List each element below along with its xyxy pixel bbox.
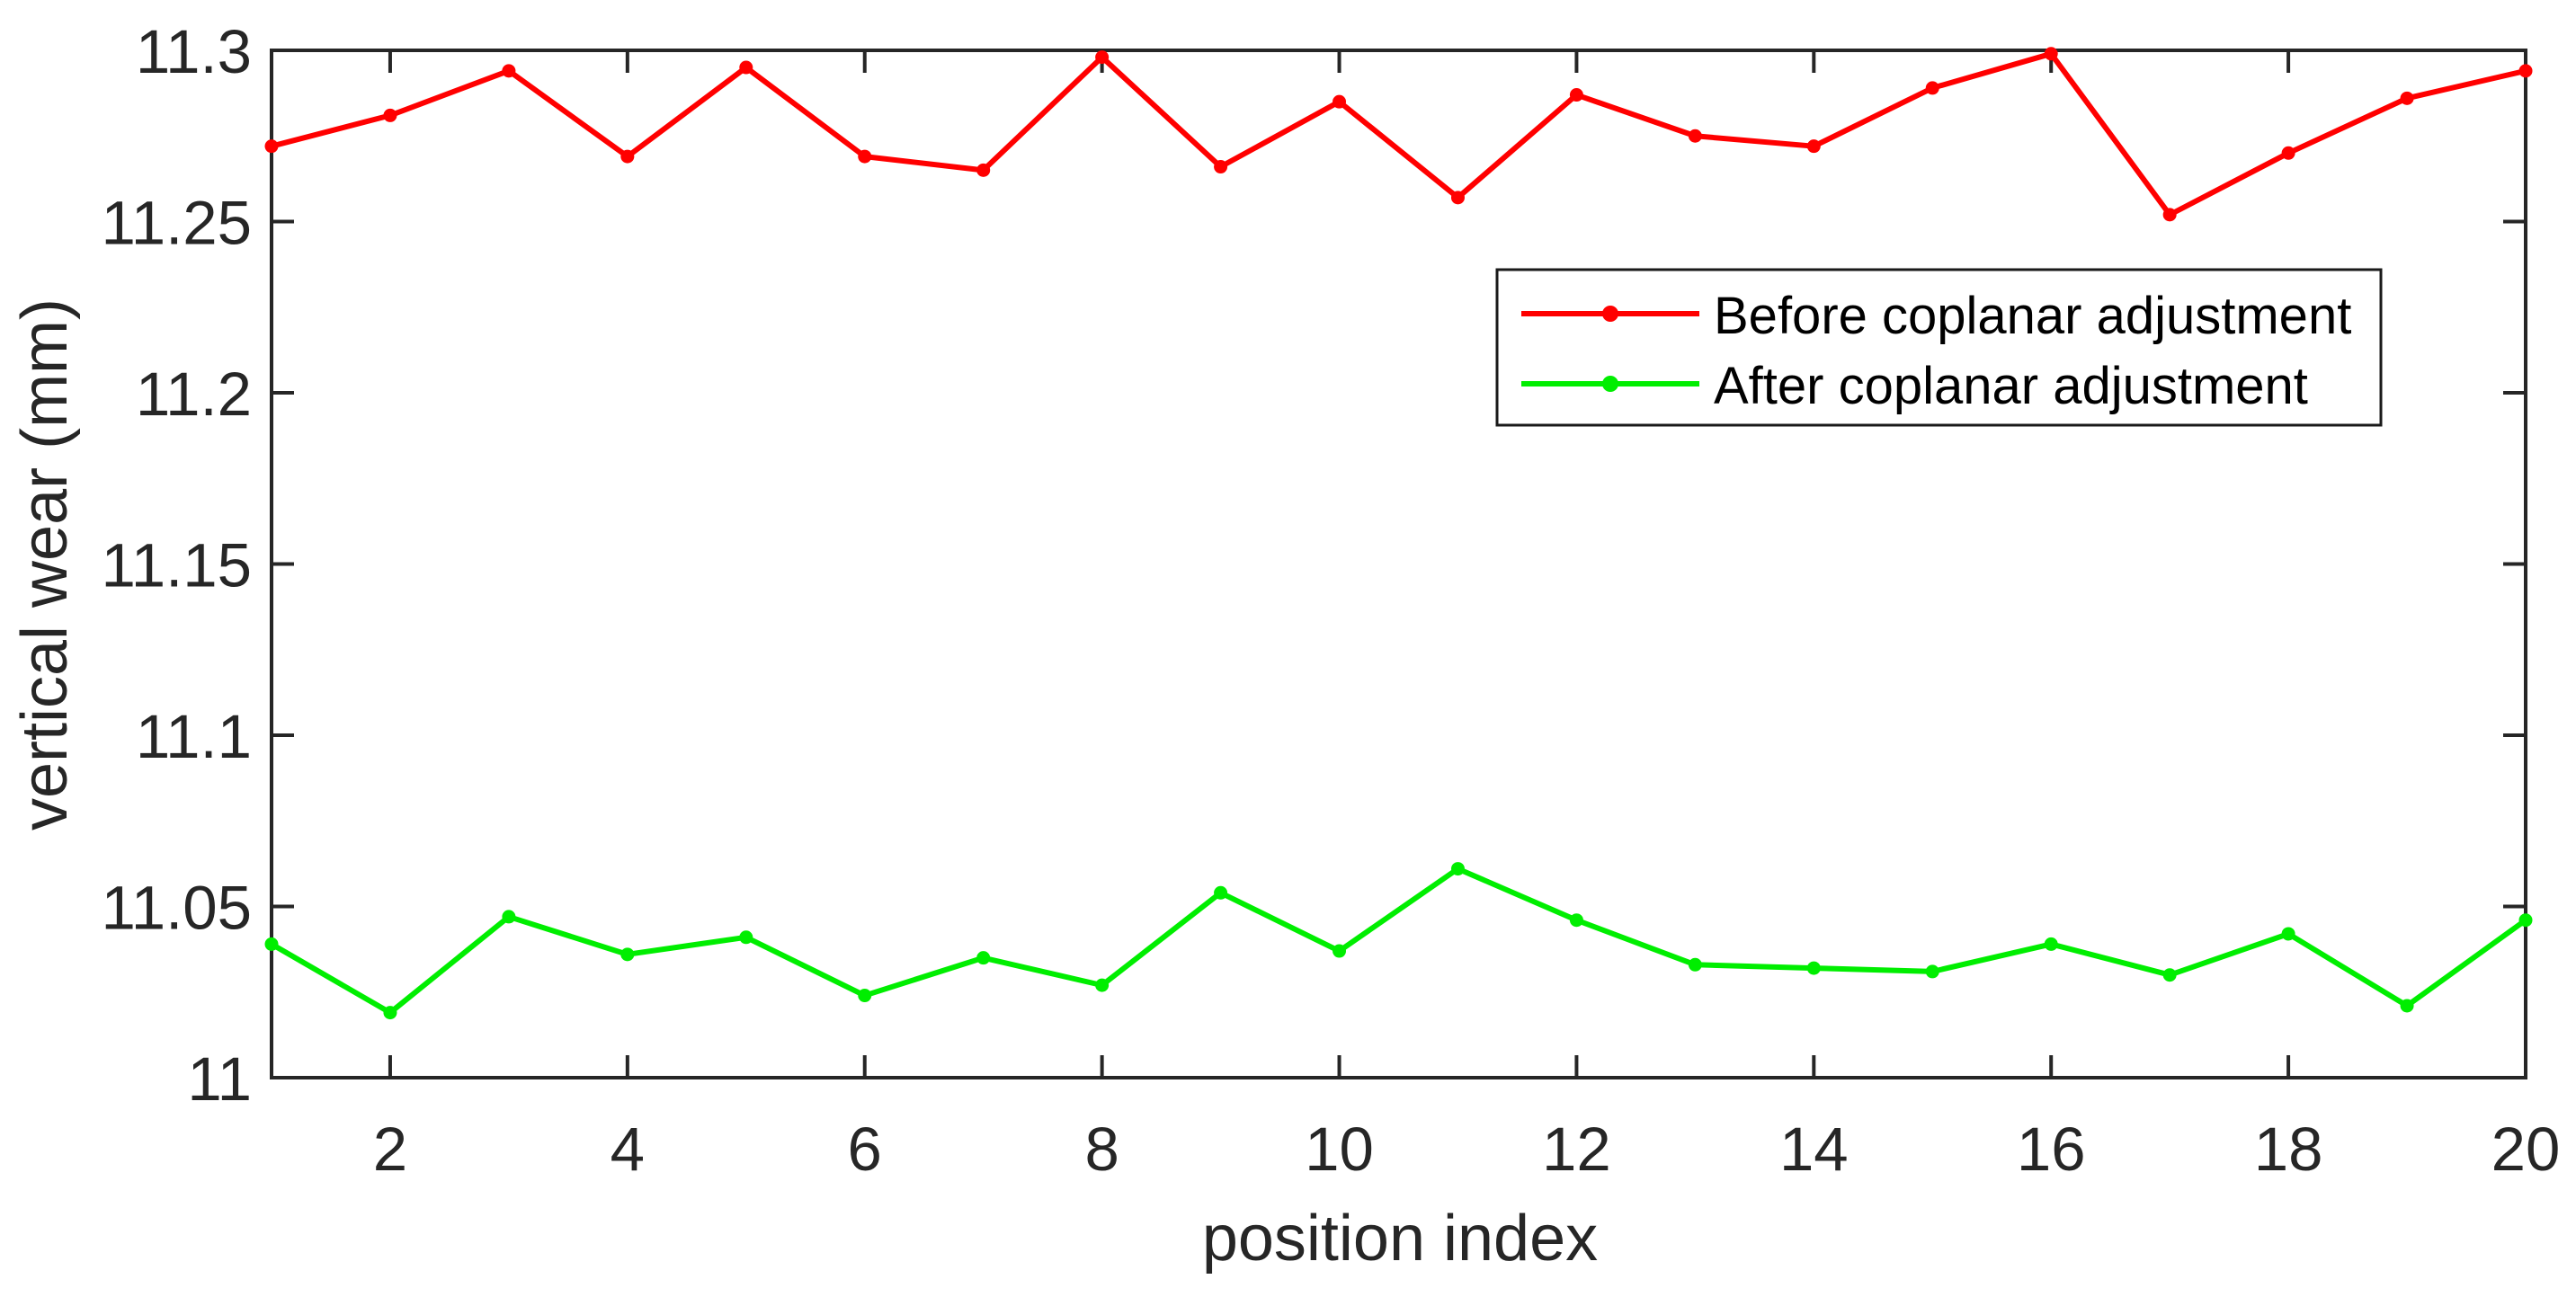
legend-sample-marker-after xyxy=(1602,376,1618,392)
data-point-s1-x14 xyxy=(1806,961,1821,975)
y-tick-label: 11.05 xyxy=(101,874,252,943)
data-point-s1-x1 xyxy=(264,937,279,951)
y-tick-label: 11.2 xyxy=(136,360,252,429)
data-point-s1-x10 xyxy=(1333,944,1347,958)
data-point-s1-x15 xyxy=(1925,964,1939,979)
data-point-s0-x4 xyxy=(620,149,635,164)
data-point-s0-x15 xyxy=(1925,81,1939,95)
series-line-0 xyxy=(269,50,2528,218)
data-point-s0-x9 xyxy=(1214,160,1228,174)
legend-sample-marker-before xyxy=(1602,306,1618,322)
data-point-s0-x6 xyxy=(858,149,872,164)
y-tick-label: 11 xyxy=(187,1044,252,1114)
y-tick-label: 11.25 xyxy=(101,189,252,258)
legend: Before coplanar adjustment After coplana… xyxy=(1495,268,2383,427)
data-point-s0-x20 xyxy=(2518,64,2533,78)
y-axis-label: vertical wear (mm) xyxy=(9,298,81,831)
x-tick-label: 16 xyxy=(2017,1115,2086,1184)
x-tick-label: 2 xyxy=(373,1115,407,1184)
data-point-s0-x14 xyxy=(1806,139,1821,154)
y-tick-label: 11.15 xyxy=(101,531,252,600)
data-point-s0-x18 xyxy=(2281,146,2295,160)
series-group xyxy=(264,47,2533,1020)
series-line-1 xyxy=(269,866,2528,1016)
data-point-s1-x8 xyxy=(1095,978,1110,992)
data-point-s0-x17 xyxy=(2162,208,2177,222)
x-tick-label: 20 xyxy=(2491,1115,2561,1184)
data-point-s0-x5 xyxy=(739,60,753,75)
x-tick-label: 6 xyxy=(848,1115,882,1184)
data-point-s1-x20 xyxy=(2518,913,2533,928)
data-point-s1-x7 xyxy=(976,951,991,965)
x-tick-label: 14 xyxy=(1779,1115,1849,1184)
data-point-s1-x13 xyxy=(1688,957,1702,972)
legend-label-before: Before coplanar adjustment xyxy=(1714,287,2351,345)
data-point-s0-x13 xyxy=(1688,129,1702,143)
data-point-s1-x17 xyxy=(2162,968,2177,982)
y-tick-label: 11.1 xyxy=(136,702,252,771)
x-tick-label: 4 xyxy=(611,1115,645,1184)
data-point-s0-x10 xyxy=(1333,94,1347,109)
data-point-s0-x16 xyxy=(2044,47,2058,61)
legend-label-after: After coplanar adjustment xyxy=(1714,357,2308,415)
data-point-s0-x7 xyxy=(976,163,991,177)
x-tick-label: 8 xyxy=(1084,1115,1119,1184)
x-axis-label: position index xyxy=(1202,1203,1598,1275)
data-point-s1-x11 xyxy=(1450,862,1465,876)
data-point-s1-x16 xyxy=(2044,937,2058,951)
data-point-s0-x2 xyxy=(383,108,397,122)
data-point-s1-x2 xyxy=(383,1006,397,1020)
data-point-s0-x1 xyxy=(264,139,279,154)
data-point-s1-x3 xyxy=(502,910,516,924)
data-point-s1-x19 xyxy=(2400,999,2414,1013)
data-point-s1-x9 xyxy=(1214,885,1228,900)
data-point-s1-x6 xyxy=(858,989,872,1003)
data-point-s0-x11 xyxy=(1450,191,1465,205)
x-tick-label: 10 xyxy=(1305,1115,1374,1184)
data-point-s1-x4 xyxy=(620,947,635,962)
data-point-s1-x5 xyxy=(739,930,753,945)
data-point-s0-x8 xyxy=(1095,50,1110,65)
legend-box xyxy=(1495,268,2383,427)
axis-ticks: 2 4 6 8 10 12 14 16 18 20 11 11.05 11.1 11.15 11.2 11.2… xyxy=(101,17,2560,1184)
x-tick-label: 18 xyxy=(2254,1115,2323,1184)
data-point-s0-x3 xyxy=(502,64,516,78)
data-point-s0-x19 xyxy=(2400,91,2414,105)
data-point-s0-x12 xyxy=(1569,88,1583,102)
data-point-s1-x12 xyxy=(1569,913,1583,928)
data-point-s1-x18 xyxy=(2281,927,2295,941)
x-tick-label: 12 xyxy=(1542,1115,1611,1184)
plot-box xyxy=(270,49,2527,1079)
y-tick-label: 11.3 xyxy=(136,17,252,86)
